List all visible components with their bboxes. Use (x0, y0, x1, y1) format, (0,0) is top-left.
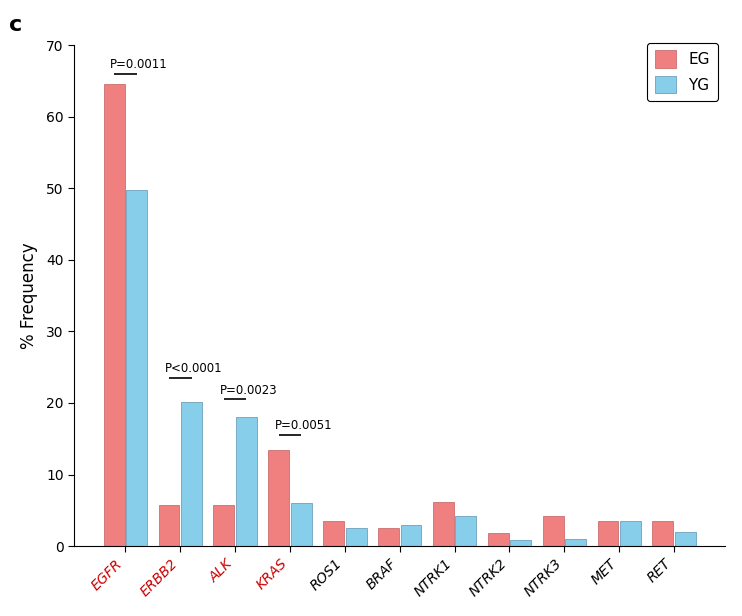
Text: P=0.0011: P=0.0011 (110, 58, 168, 71)
Bar (104, 84, 125, 546)
Bar (214, 505, 234, 546)
Bar (324, 521, 344, 546)
Bar (510, 540, 531, 546)
Bar (401, 525, 421, 546)
Bar (542, 516, 563, 546)
Text: c: c (9, 15, 22, 35)
Bar (620, 521, 641, 546)
Text: P=0.0023: P=0.0023 (220, 384, 278, 397)
Legend: EG, YG: EG, YG (647, 43, 718, 101)
Y-axis label: % Frequency: % Frequency (20, 242, 38, 349)
Bar (291, 503, 312, 546)
Bar (652, 521, 673, 546)
Bar (346, 529, 367, 546)
Bar (597, 521, 618, 546)
Bar (456, 516, 476, 546)
Bar (487, 533, 509, 546)
Text: P=0.0051: P=0.0051 (275, 419, 332, 432)
Bar (126, 190, 147, 546)
Bar (181, 402, 202, 546)
Bar (565, 539, 586, 546)
Bar (236, 417, 257, 546)
Bar (433, 502, 454, 546)
Bar (159, 505, 180, 546)
Bar (269, 450, 289, 546)
Bar (378, 529, 399, 546)
Text: P<0.0001: P<0.0001 (165, 362, 223, 375)
Bar (675, 532, 696, 546)
